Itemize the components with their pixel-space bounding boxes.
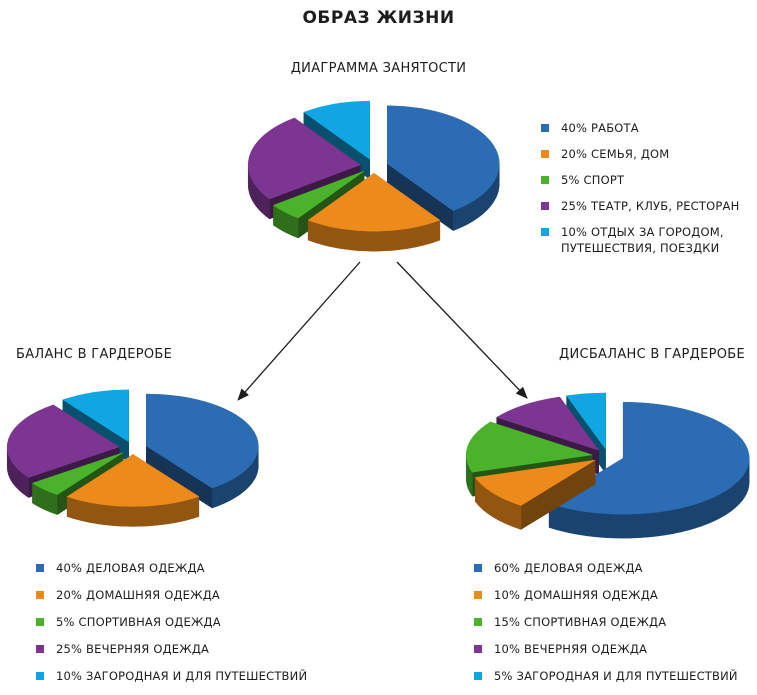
legend-swatch [36, 618, 44, 626]
legend-item: 10% ЗАГОРОДНАЯ И ДЛЯ ПУТЕШЕСТВИЙ [36, 668, 307, 684]
legend-item: 20% ДОМАШНЯЯ ОДЕЖДА [36, 587, 307, 603]
legend-item: 40% РАБОТА [541, 120, 751, 136]
chart-title-occupancy: ДИАГРАММА ЗАНЯТОСТИ [290, 61, 467, 76]
pie-slice [474, 459, 596, 530]
legend-swatch [541, 202, 549, 210]
legend-imbalance: 60% ДЕЛОВАЯ ОДЕЖДА 10% ДОМАШНЯЯ ОДЕЖДА 1… [474, 560, 738, 695]
legend-label: 40% РАБОТА [561, 121, 639, 135]
legend-swatch [541, 124, 549, 132]
legend-swatch [541, 176, 549, 184]
legend-label: 10% ВЕЧЕРНЯЯ ОДЕЖДА [494, 642, 648, 656]
legend-swatch [474, 672, 482, 680]
legend-label: 25% ВЕЧЕРНЯЯ ОДЕЖДА [56, 642, 210, 656]
legend-balance: 40% ДЕЛОВАЯ ОДЕЖДА 20% ДОМАШНЯЯ ОДЕЖДА 5… [36, 560, 307, 695]
pie-slice [307, 172, 441, 252]
legend-item: 25% ВЕЧЕРНЯЯ ОДЕЖДА [36, 641, 307, 657]
legend-label: 20% СЕМЬЯ, ДОМ [561, 147, 670, 161]
page-title: ОБРАЗ ЖИЗНИ [302, 8, 455, 28]
legend-swatch [474, 645, 482, 653]
legend-swatch [474, 564, 482, 572]
legend-item: 5% СПОРТИВНАЯ ОДЕЖДА [36, 614, 307, 630]
pie-slice [146, 393, 259, 509]
legend-label: 5% СПОРТИВНАЯ ОДЕЖДА [56, 615, 221, 629]
legend-label: 60% ДЕЛОВАЯ ОДЕЖДА [494, 561, 643, 575]
arrow-to-imbalance [396, 261, 528, 399]
legend-item: 5% ЗАГОРОДНАЯ И ДЛЯ ПУТЕШЕСТВИЙ [474, 668, 738, 684]
legend-swatch [36, 672, 44, 680]
legend-swatch [474, 618, 482, 626]
arrow-to-balance [237, 261, 361, 401]
legend-occupancy: 40% РАБОТА 20% СЕМЬЯ, ДОМ 5% СПОРТ 25% Т… [541, 120, 751, 266]
legend-label: 10% ЗАГОРОДНАЯ И ДЛЯ ПУТЕШЕСТВИЙ [56, 669, 308, 683]
legend-label: 15% СПОРТИВНАЯ ОДЕЖДА [494, 615, 667, 629]
pie-slice [66, 454, 200, 527]
pie-balance [6, 389, 259, 527]
legend-label: 20% ДОМАШНЯЯ ОДЕЖДА [56, 588, 220, 602]
legend-label: 10% ОТДЫХ ЗА ГОРОДОМ, ПУТЕШЕСТВИЯ, ПОЕЗД… [561, 225, 724, 255]
pie-slice [548, 401, 750, 539]
legend-label: 40% ДЕЛОВАЯ ОДЕЖДА [56, 561, 205, 575]
legend-item: 5% СПОРТ [541, 172, 751, 188]
legend-item: 60% ДЕЛОВАЯ ОДЕЖДА [474, 560, 738, 576]
legend-swatch [36, 564, 44, 572]
legend-item: 20% СЕМЬЯ, ДОМ [541, 146, 751, 162]
chart-title-balance: БАЛАНС В ГАРДЕРОБЕ [16, 347, 173, 362]
chart-title-imbalance: ДИСБАЛАНС В ГАРДЕРОБЕ [558, 347, 745, 362]
legend-swatch [541, 150, 549, 158]
legend-swatch [36, 591, 44, 599]
legend-item: 15% СПОРТИВНАЯ ОДЕЖДА [474, 614, 738, 630]
legend-item: 10% ВЕЧЕРНЯЯ ОДЕЖДА [474, 641, 738, 657]
legend-label: 5% СПОРТ [561, 173, 625, 187]
legend-swatch [541, 228, 549, 236]
pie-occupancy [247, 100, 500, 252]
legend-swatch [36, 645, 44, 653]
legend-label: 25% ТЕАТР, КЛУБ, РЕСТОРАН [561, 199, 740, 213]
legend-label: 10% ДОМАШНЯЯ ОДЕЖДА [494, 588, 658, 602]
legend-item: 40% ДЕЛОВАЯ ОДЕЖДА [36, 560, 307, 576]
legend-item: 10% ДОМАШНЯЯ ОДЕЖДА [474, 587, 738, 603]
pie-imbalance [465, 392, 750, 539]
legend-swatch [474, 591, 482, 599]
legend-label: 5% ЗАГОРОДНАЯ И ДЛЯ ПУТЕШЕСТВИЙ [494, 669, 738, 683]
legend-item: 25% ТЕАТР, КЛУБ, РЕСТОРАН [541, 198, 751, 214]
legend-item: 10% ОТДЫХ ЗА ГОРОДОМ, ПУТЕШЕСТВИЯ, ПОЕЗД… [541, 224, 751, 256]
pie-slice [387, 105, 500, 232]
